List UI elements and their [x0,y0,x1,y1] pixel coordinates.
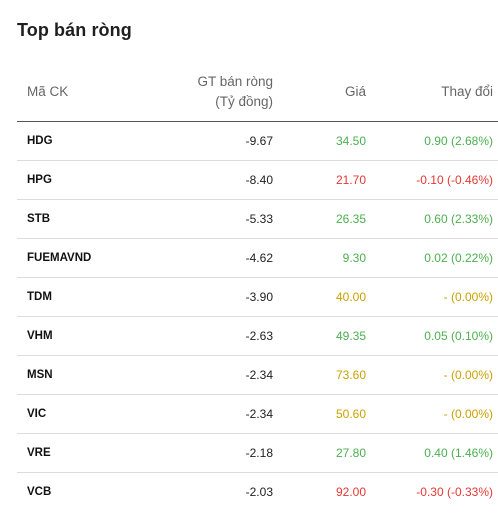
net-sell-table: Mã CK GT bán ròng (Tỷ đồng) Giá Thay đổi… [17,62,498,511]
header-code[interactable]: Mã CK [17,62,137,122]
stock-code[interactable]: VHM [17,316,137,356]
change-value: 0.40 (1.46%) [366,433,498,473]
change-value: 0.05 (0.10%) [366,316,498,356]
change-value: 0.90 (2.68%) [366,121,498,161]
net-sell-value: -4.62 [137,238,273,278]
stock-code[interactable]: HDG [17,121,137,161]
net-sell-value: -5.33 [137,199,273,239]
price-value: 21.70 [273,160,366,200]
net-sell-value: -3.90 [137,277,273,317]
net-sell-value: -2.03 [245,485,273,499]
net-sell-value: -2.63 [137,316,273,356]
table-row[interactable]: MSN -2.34 73.60- (0.00%) [17,355,498,395]
change-value: 0.60 (2.33%) [366,199,498,239]
stock-code[interactable]: STB [17,199,137,239]
table-body: HDG -9.67 34.50 0.90 (2.68%) HPG -8.40 21.70 -0… [17,121,498,512]
price-value: 27.80 [273,433,366,473]
net-sell-value: -2.34 [137,355,273,395]
widget-title: Top bán ròng [17,20,132,40]
price-value: 49.35 [273,316,366,356]
table-row[interactable]: HDG -9.67 34.50 0.90 (2.68%) [17,121,498,161]
table-row[interactable]: VIC -2.34 50.60- (0.00%) [17,394,498,434]
header-net-sell-value-line2: (Tỷ đồng) [215,93,273,109]
change-value: -0.30 (-0.33%) [416,485,493,499]
stock-code[interactable]: MSN [17,355,137,395]
change-value: 0.02 (0.22%) [366,238,498,278]
price-value: 50.60 [273,394,366,434]
change-value: - (0.00%) [366,277,498,317]
net-sell-value: -9.67 [137,121,273,161]
table-row[interactable]: HPG -8.40 21.70 -0.10 (-0.46%) [17,160,498,200]
header-net-sell-value-line1: GT bán ròng [197,73,273,89]
table-row[interactable]: VRE -2.18 27.80 0.40 (1.46%) [17,433,498,473]
header-price[interactable]: Giá [273,62,366,122]
net-sell-value: -8.40 [137,160,273,200]
table-row[interactable]: VCB -2.03 92.00 -0.30 (-0.33%) [17,473,498,512]
table-row[interactable]: STB -5.33 26.35 0.60 (2.33%) [17,199,498,239]
change-value: - (0.00%) [366,394,498,434]
stock-code[interactable]: FUEMAVND [17,238,137,278]
price-value: 26.35 [273,199,366,239]
table-row[interactable]: VHM -2.63 49.35 0.05 (0.10%) [17,316,498,356]
net-sell-value: -2.18 [137,433,273,473]
change-value: - (0.00%) [366,355,498,395]
net-sell-value: -2.34 [137,394,273,434]
table-row[interactable]: TDM -3.90 40.00- (0.00%) [17,277,498,317]
price-value: 92.00 [335,485,366,499]
stock-code[interactable]: TDM [17,277,137,317]
price-value: 40.00 [273,277,366,317]
stock-code[interactable]: HPG [17,160,137,200]
stock-code[interactable]: VRE [17,433,137,473]
price-value: 34.50 [273,121,366,161]
header-change[interactable]: Thay đổi [366,62,498,122]
table-row[interactable]: FUEMAVND -4.62 9.30 0.02 (0.22%) [17,238,498,278]
change-value: -0.10 (-0.46%) [366,160,498,200]
stock-code[interactable]: VIC [17,394,137,434]
header-net-sell-value[interactable]: GT bán ròng (Tỷ đồng) [137,62,273,122]
price-value: 9.30 [273,238,366,278]
stock-code[interactable]: VCB [27,486,52,498]
price-value: 73.60 [273,355,366,395]
table-header-row: Mã CK GT bán ròng (Tỷ đồng) Giá Thay đổi [17,62,498,122]
